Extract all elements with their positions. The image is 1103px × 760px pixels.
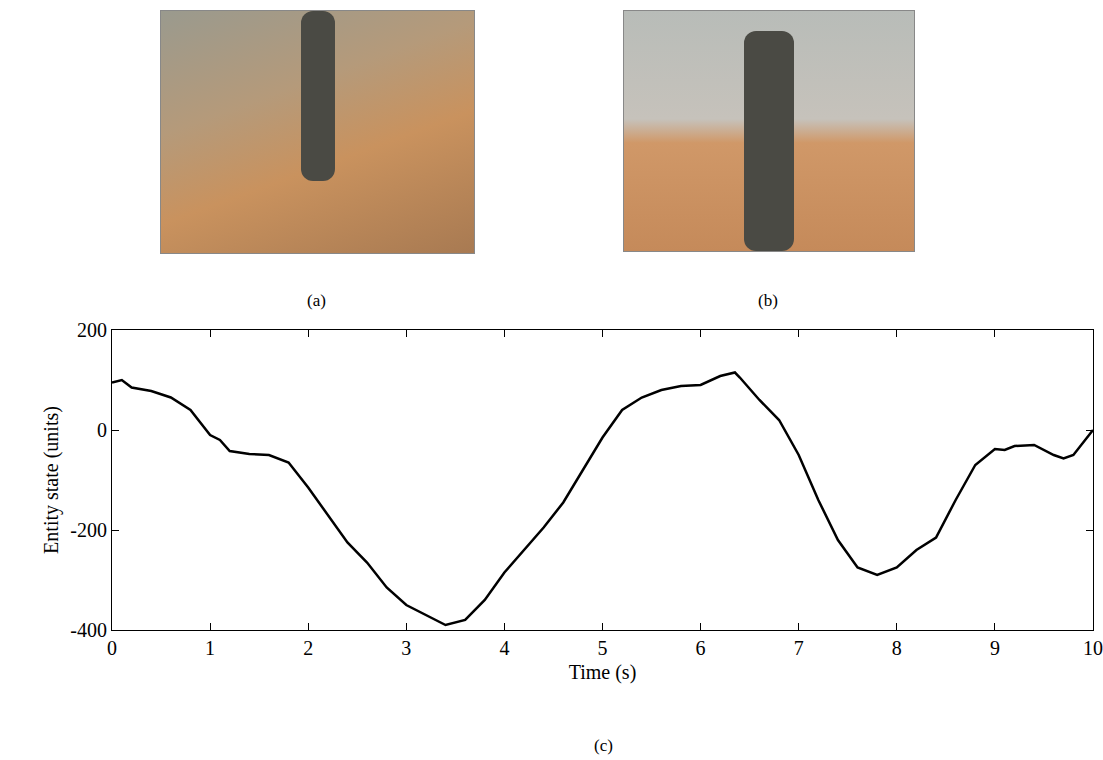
- svg-text:8: 8: [892, 637, 902, 659]
- svg-text:10: 10: [1083, 637, 1103, 659]
- svg-text:3: 3: [401, 637, 411, 659]
- svg-text:(c): (c): [594, 736, 613, 755]
- svg-text:7: 7: [794, 637, 804, 659]
- svg-text:4: 4: [499, 637, 509, 659]
- svg-text:Time (s): Time (s): [569, 661, 637, 684]
- svg-text:-200: -200: [70, 519, 107, 541]
- svg-text:6: 6: [696, 637, 706, 659]
- svg-text:2: 2: [303, 637, 313, 659]
- svg-text:9: 9: [990, 637, 1000, 659]
- svg-text:-400: -400: [70, 619, 107, 641]
- svg-text:(b): (b): [758, 291, 778, 310]
- svg-text:0: 0: [97, 419, 107, 441]
- svg-text:200: 200: [77, 319, 107, 341]
- svg-text:Entity state (units): Entity state (units): [40, 406, 63, 554]
- svg-text:(a): (a): [307, 291, 326, 310]
- svg-text:1: 1: [205, 637, 215, 659]
- svg-text:0: 0: [107, 637, 117, 659]
- svg-text:5: 5: [598, 637, 608, 659]
